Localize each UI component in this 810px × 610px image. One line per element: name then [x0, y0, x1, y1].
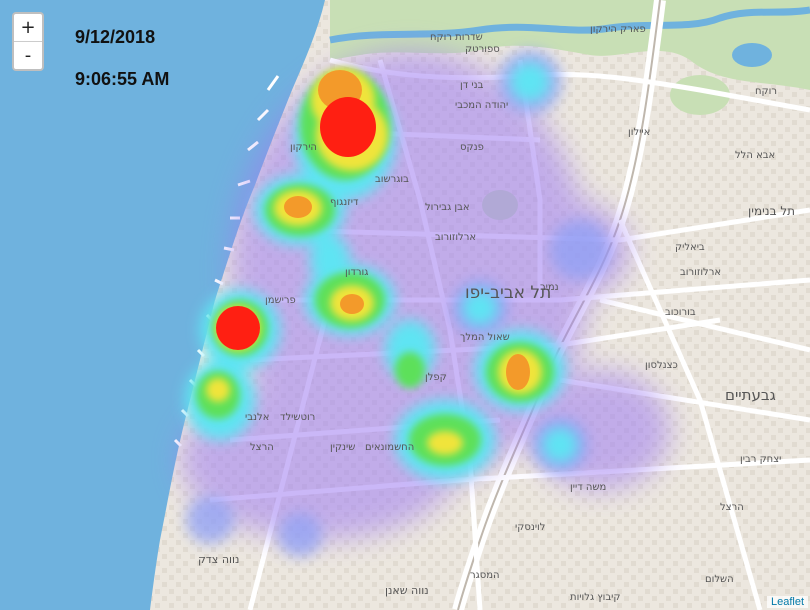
label-dizengoff: דיזנגוף	[330, 197, 359, 208]
label-bugrashov: בוגרשוב	[375, 174, 409, 185]
label-arlozorov-east: ארלוזורוב	[680, 267, 721, 278]
label-borochov: בורוכוב	[665, 307, 696, 318]
zoom-out-button[interactable]: -	[24, 45, 32, 66]
yarkon-river	[329, 6, 810, 44]
label-yehuda-hamaccabi: יהודה המכבי	[455, 100, 508, 111]
label-moshe-dayan: משה דיין	[570, 482, 606, 493]
label-sderot-rokach: שדרות רוקח	[430, 32, 483, 43]
label-hayarkon-park: פארק הירקון	[590, 24, 646, 35]
heatmap-layer	[180, 50, 670, 557]
label-ibn-gvirol: אבן גבירול	[425, 202, 470, 213]
label-katznelson: כצנלסון	[645, 360, 678, 371]
label-yitzhak-rabin: יצחק רבין	[740, 454, 781, 465]
label-gordon: גורדון	[345, 267, 368, 278]
label-bialik: ביאליק	[675, 242, 705, 253]
label-kibbutz-galuyot: קיבוץ גלויות	[570, 592, 620, 603]
label-hashalom: השלום	[705, 574, 734, 585]
label-herzl-south: הרצל	[250, 442, 274, 453]
label-namir: נמיר	[540, 282, 559, 293]
label-neve-tzedek: נווה צדק	[198, 553, 239, 566]
label-hamasger: המסגר	[470, 570, 500, 581]
label-pinkas: פנקס	[460, 142, 484, 153]
label-herzl: הרצל	[720, 502, 744, 513]
label-sportek: ספורטק	[465, 44, 500, 55]
label-tel-binyamin: תל בנימין	[748, 204, 795, 218]
time-label: 9:06:55 AM	[75, 69, 170, 89]
label-rokach: רוקח	[755, 86, 777, 97]
label-ayalon: איילון	[628, 127, 650, 138]
attribution-link[interactable]: Leaflet	[766, 596, 808, 608]
date-label: 9/12/2018	[75, 27, 156, 47]
label-neve-shaanan: נווה שאנן	[385, 584, 429, 597]
sea	[0, 0, 325, 610]
label-kaplan: קפלן	[425, 372, 447, 383]
zoom-control: + -	[12, 12, 44, 71]
label-hashmonaim: החשמונאים	[365, 442, 414, 453]
label-levinsky: לוינסקי	[515, 522, 545, 533]
label-city: תל אביב-יפו	[465, 283, 551, 303]
label-yarkon: הירקון	[290, 142, 317, 153]
zoom-in-button[interactable]: +	[14, 14, 42, 42]
label-givatayim: גבעתיים	[725, 386, 776, 404]
label-arlozorov: ארלוזורוב	[435, 232, 476, 243]
label-rothschild: רוטשילד	[280, 412, 315, 423]
park-lake	[732, 43, 772, 67]
label-aba-hillel: אבא הלל	[735, 150, 775, 161]
label-frishman: פרישמן	[265, 295, 296, 306]
label-shenkin: שינקין	[330, 442, 355, 453]
label-shaul-hamelech: שאול המלך	[460, 332, 510, 343]
label-bnei-dan: בני דן	[460, 80, 484, 91]
label-allenby: אלנבי	[245, 412, 269, 423]
